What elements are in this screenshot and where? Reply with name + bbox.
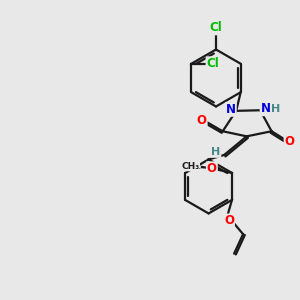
Text: CH₃: CH₃ <box>181 162 200 171</box>
Text: O: O <box>207 162 217 175</box>
Text: Cl: Cl <box>206 57 219 70</box>
Text: methoxy: methoxy <box>199 167 205 169</box>
Text: N: N <box>226 103 236 116</box>
Text: H: H <box>271 104 280 114</box>
Text: O: O <box>197 114 207 127</box>
Text: Cl: Cl <box>210 21 222 34</box>
Text: O: O <box>285 135 295 148</box>
Text: N: N <box>261 102 271 115</box>
Text: O: O <box>224 214 234 227</box>
Text: H: H <box>211 147 220 157</box>
